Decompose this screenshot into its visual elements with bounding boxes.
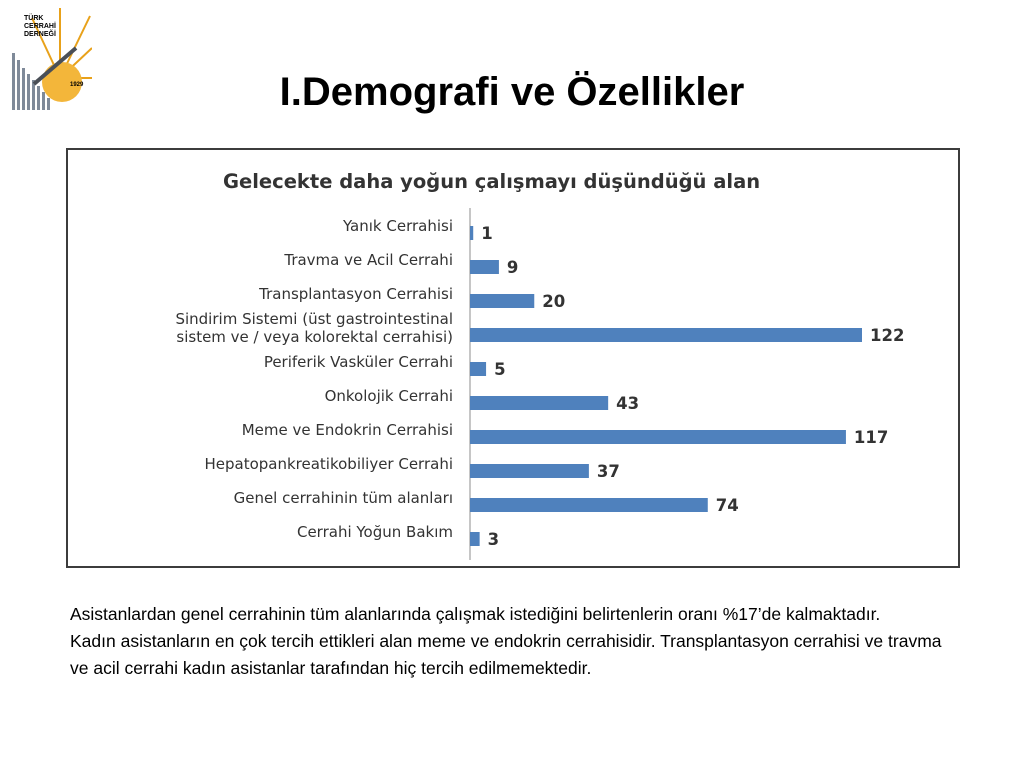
chart-frame: Gelecekte daha yoğun çalışmayı düşündüğü… — [66, 148, 960, 568]
bar-value-label: 74 — [716, 496, 739, 515]
bar-3 — [470, 294, 535, 308]
chart-title: Gelecekte daha yoğun çalışmayı düşündüğü… — [223, 170, 760, 193]
bar-value-label: 122 — [870, 326, 904, 345]
bar-2 — [470, 260, 499, 274]
category-label: Periferik Vasküler Cerrahi — [264, 353, 453, 371]
category-label: sistem ve / veya kolorektal cerrahisi) — [176, 328, 453, 346]
note-paragraph-2: Kadın asistanların en çok tercih ettikle… — [70, 631, 942, 678]
note-paragraph-1: Asistanlardan genel cerrahinin tüm alanl… — [70, 604, 881, 624]
logo-text-line-2: CERRAHİ — [24, 22, 56, 30]
bar-chart: Gelecekte daha yoğun çalışmayı düşündüğü… — [175, 170, 904, 560]
category-label: Onkolojik Cerrahi — [325, 387, 453, 405]
logo-scalpel — [32, 46, 78, 86]
category-label: Meme ve Endokrin Cerrahisi — [242, 421, 453, 439]
bar-value-label: 117 — [854, 428, 888, 447]
logo-bars — [12, 53, 50, 110]
page-title: I.Demografi ve Özellikler — [279, 70, 745, 114]
logo-sun — [42, 62, 82, 102]
bar-1 — [470, 226, 474, 240]
bar-value-label: 9 — [507, 258, 518, 277]
bar-value-label: 37 — [597, 462, 620, 481]
category-label: Travma ve Acil Cerrahi — [283, 251, 453, 269]
society-logo: TÜRK CERRAHİ DERNEĞİ 1929 — [12, 8, 93, 110]
bar-value-label: 1 — [481, 224, 492, 243]
notes: Asistanlardan genel cerrahinin tüm alanl… — [70, 601, 950, 682]
bar-value-label: 5 — [494, 360, 505, 379]
category-label: Transplantasyon Cerrahisi — [258, 285, 453, 303]
bar-4 — [470, 328, 862, 342]
logo-year: 1929 — [70, 82, 84, 88]
category-label: Hepatopankreatikobiliyer Cerrahi — [204, 455, 453, 473]
bar-value-label: 43 — [616, 394, 639, 413]
bar-9 — [470, 498, 708, 512]
bar-value-label: 20 — [542, 292, 565, 311]
bar-value-label: 3 — [488, 530, 499, 549]
bar-8 — [470, 464, 589, 478]
category-label: Genel cerrahinin tüm alanları — [234, 489, 453, 507]
bar-7 — [470, 430, 846, 444]
logo-text-line-3: DERNEĞİ — [24, 29, 56, 38]
bar-6 — [470, 396, 609, 410]
category-label: Cerrahi Yoğun Bakım — [297, 523, 453, 541]
category-label: Sindirim Sistemi (üst gastrointestinal — [175, 310, 453, 328]
bar-10 — [470, 532, 480, 546]
bar-5 — [470, 362, 487, 376]
category-label: Yanık Cerrahisi — [342, 217, 453, 235]
logo-text-line-1: TÜRK — [24, 13, 43, 22]
